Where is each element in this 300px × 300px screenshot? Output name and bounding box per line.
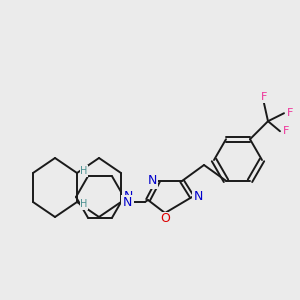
Text: H: H — [80, 199, 88, 209]
Text: F: F — [261, 92, 267, 102]
Text: F: F — [283, 126, 289, 136]
Text: N: N — [193, 190, 203, 203]
Text: F: F — [287, 108, 293, 118]
Text: H: H — [80, 166, 88, 176]
Text: N: N — [123, 190, 133, 203]
Text: N: N — [122, 196, 132, 208]
Text: N: N — [147, 175, 157, 188]
Text: O: O — [160, 212, 170, 226]
